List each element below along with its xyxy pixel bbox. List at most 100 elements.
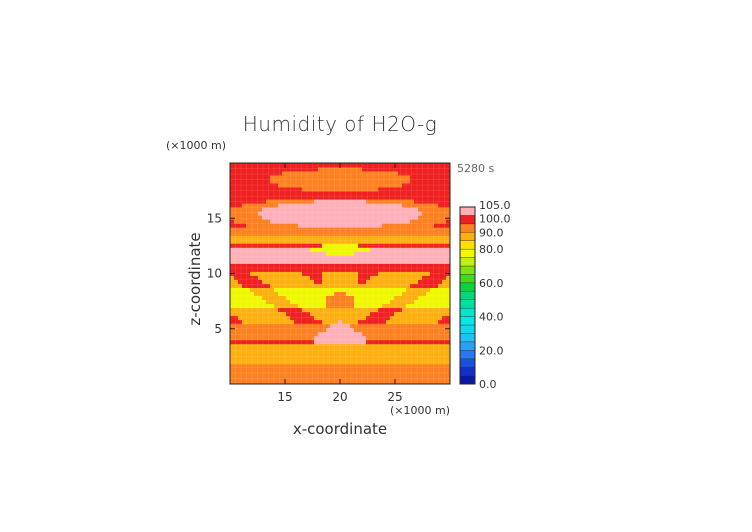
- heatmap-cell: [246, 355, 251, 361]
- heatmap-cell: [302, 219, 307, 224]
- heatmap-cell: [410, 343, 415, 349]
- heatmap-cell: [438, 259, 443, 264]
- heatmap-cell: [374, 171, 379, 176]
- heatmap-cell: [294, 339, 299, 345]
- heatmap-cell: [314, 251, 319, 256]
- heatmap-cell: [262, 187, 267, 192]
- heatmap-cell: [306, 319, 311, 325]
- heatmap-cell: [390, 175, 395, 180]
- heatmap-cell: [418, 283, 423, 288]
- heatmap-cell: [382, 195, 387, 200]
- heatmap-cell: [242, 231, 247, 236]
- heatmap-cell: [294, 331, 299, 337]
- heatmap-cell: [398, 279, 403, 284]
- heatmap-cell: [366, 239, 371, 244]
- heatmap-cell: [242, 251, 247, 256]
- heatmap-cell: [242, 347, 247, 353]
- heatmap-cell: [342, 207, 347, 212]
- heatmap-cell: [322, 327, 327, 333]
- heatmap-cell: [314, 235, 319, 240]
- heatmap-cell: [282, 207, 287, 212]
- heatmap-cell: [374, 223, 379, 228]
- heatmap-cell: [382, 315, 387, 321]
- heatmap-cell: [286, 279, 291, 284]
- heatmap-cell: [430, 247, 435, 252]
- heatmap-cell: [358, 247, 363, 252]
- heatmap-cell: [262, 363, 267, 369]
- heatmap-cell: [362, 263, 367, 268]
- heatmap-cell: [286, 259, 291, 264]
- heatmap-cell: [298, 163, 303, 168]
- heatmap-cell: [426, 167, 431, 172]
- heatmap-cell: [410, 247, 415, 252]
- heatmap-cell: [438, 191, 443, 196]
- heatmap-cell: [406, 367, 411, 373]
- heatmap-cell: [286, 247, 291, 252]
- heatmap-cell: [398, 259, 403, 264]
- heatmap-cell: [382, 351, 387, 357]
- heatmap-cell: [414, 219, 419, 224]
- heatmap-cell: [234, 323, 239, 329]
- heatmap-cell: [394, 195, 399, 200]
- heatmap-cell: [254, 243, 259, 248]
- heatmap-cell: [374, 211, 379, 216]
- heatmap-cell: [358, 175, 363, 180]
- heatmap-cell: [334, 327, 339, 333]
- heatmap-cell: [258, 175, 263, 180]
- heatmap-cell: [262, 247, 267, 252]
- heatmap-cell: [386, 207, 391, 212]
- heatmap-cell: [354, 219, 359, 224]
- heatmap-cell: [270, 275, 275, 280]
- heatmap-cell: [314, 327, 319, 333]
- heatmap-cell: [330, 227, 335, 232]
- heatmap-cell: [374, 327, 379, 333]
- heatmap-cell: [302, 215, 307, 220]
- heatmap-cell: [302, 199, 307, 204]
- heatmap-cell: [326, 347, 331, 353]
- heatmap-cell: [298, 275, 303, 280]
- heatmap-cell: [410, 363, 415, 369]
- heatmap-cell: [410, 267, 415, 272]
- heatmap-cell: [406, 239, 411, 244]
- heatmap-cell: [230, 163, 235, 168]
- heatmap-cell: [410, 295, 415, 301]
- heatmap-cell: [238, 175, 243, 180]
- heatmap-cell: [338, 335, 343, 341]
- heatmap-cell: [290, 171, 295, 176]
- heatmap-cell: [446, 331, 451, 337]
- heatmap-cell: [394, 363, 399, 369]
- heatmap-cell: [394, 323, 399, 329]
- heatmap-cell: [350, 267, 355, 272]
- heatmap-cell: [318, 191, 323, 196]
- heatmap-cell: [362, 327, 367, 333]
- heatmap-cell: [326, 379, 331, 385]
- heatmap-cell: [442, 255, 447, 260]
- heatmap-cell: [254, 363, 259, 369]
- heatmap-cell: [246, 303, 251, 309]
- heatmap-cell: [410, 163, 415, 168]
- heatmap-cell: [434, 167, 439, 172]
- heatmap-cell: [270, 171, 275, 176]
- heatmap-cell: [246, 291, 251, 296]
- heatmap-cell: [382, 323, 387, 329]
- heatmap-cell: [362, 303, 367, 309]
- heatmap-cell: [274, 239, 279, 244]
- heatmap-cell: [398, 199, 403, 204]
- heatmap-cell: [258, 327, 263, 333]
- heatmap-cell: [414, 335, 419, 341]
- heatmap-cell: [342, 219, 347, 224]
- heatmap-cell: [362, 295, 367, 301]
- heatmap-cell: [294, 363, 299, 369]
- heatmap-cell: [422, 319, 427, 325]
- heatmap-cell: [346, 211, 351, 216]
- heatmap-cell: [270, 259, 275, 264]
- heatmap-cell: [250, 347, 255, 353]
- heatmap-cell: [382, 231, 387, 236]
- heatmap-cell: [250, 327, 255, 333]
- heatmap-cell: [390, 171, 395, 176]
- heatmap-cell: [254, 227, 259, 232]
- heatmap-cell: [326, 307, 331, 313]
- heatmap-cell: [378, 183, 383, 188]
- heatmap-cell: [230, 367, 235, 373]
- heatmap-cell: [394, 243, 399, 248]
